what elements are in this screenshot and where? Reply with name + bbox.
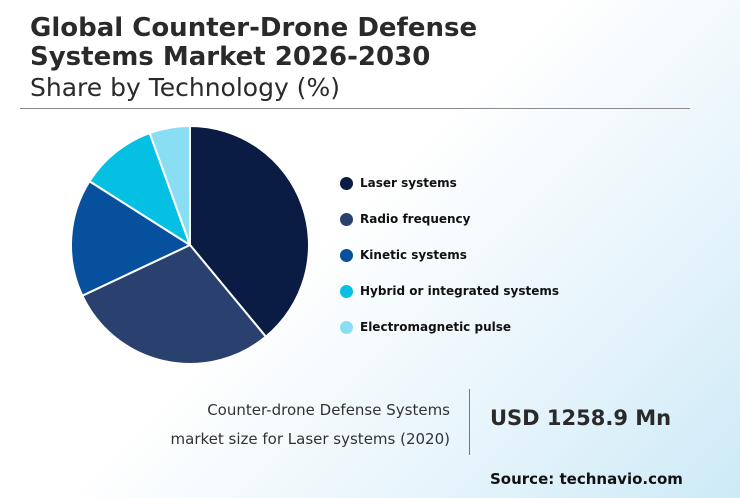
legend-label: Radio frequency — [360, 212, 471, 226]
legend-label: Hybrid or integrated systems — [360, 284, 560, 298]
legend-swatch — [340, 248, 353, 262]
market-size-label-line-1: Counter-drone Defense Systems — [207, 401, 450, 419]
legend-label: Electromagnetic pulse — [360, 320, 512, 334]
market-size-label: Counter-drone Defense Systems market siz… — [90, 396, 450, 454]
title-divider — [20, 108, 690, 109]
chart-title-line-1: Global Counter-Drone Defense — [30, 13, 478, 43]
pie-slice-electromagnetic-pulse — [148, 125, 191, 246]
chart-title-line-2: Systems Market 2026-2030 — [30, 42, 431, 72]
market-size-label-line-2: market size for Laser systems (2020) — [170, 430, 450, 448]
pie-slice-hybrid-or-integrated-systems — [88, 132, 191, 246]
legend-swatch — [340, 320, 353, 334]
market-size-value: USD 1258.9 Mn — [490, 406, 672, 430]
pie-slice-laser-systems — [189, 125, 310, 338]
legend-label: Kinetic systems — [360, 248, 467, 262]
legend-item-kinetic-systems: Kinetic systems — [340, 246, 559, 264]
chart-legend: Laser systems Radio frequency Kinetic sy… — [340, 174, 559, 354]
legend-label: Laser systems — [360, 176, 457, 190]
legend-swatch — [340, 212, 353, 226]
legend-item-hybrid-systems: Hybrid or integrated systems — [340, 282, 559, 300]
legend-swatch — [340, 284, 353, 298]
source-credit: Source: technavio.com — [490, 470, 683, 488]
chart-title: Global Counter-Drone Defense Systems Mar… — [30, 14, 477, 72]
legend-item-radio-frequency: Radio frequency — [340, 210, 559, 228]
pie-slice-kinetic-systems — [70, 180, 191, 297]
chart-subtitle: Share by Technology (%) — [30, 73, 340, 102]
legend-item-electromagnetic-pulse: Electromagnetic pulse — [340, 318, 559, 336]
legend-swatch — [340, 176, 353, 190]
stat-divider — [469, 389, 470, 455]
legend-item-laser-systems: Laser systems — [340, 174, 559, 192]
